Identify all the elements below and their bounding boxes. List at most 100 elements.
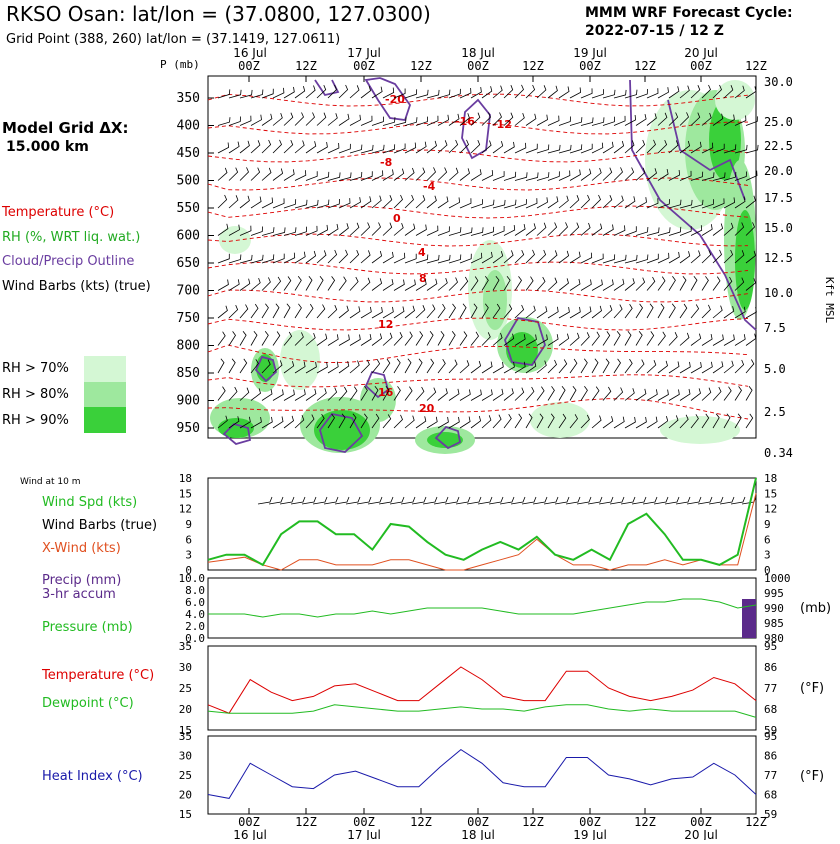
temperature-contour-label: -12 [492,118,512,131]
panel-frame [207,735,757,815]
wind-barb [470,303,478,319]
wind-barb [349,276,359,291]
wind-barb [250,114,262,126]
wind-barb [360,306,372,319]
wind-barb [536,222,547,236]
time-tick-label: 12Z [522,815,544,829]
wind-barb [514,413,523,429]
wind-barb [382,332,393,346]
wind-barb [492,199,506,209]
wind-barb [701,249,712,264]
wind-barb [283,360,295,374]
wind-barb [734,171,747,181]
wind-barb [547,359,557,374]
wind-barb [349,360,360,374]
wind-barb [690,275,698,291]
wind-barb [723,306,735,319]
wind-barb [404,305,415,319]
wind-barb [415,195,426,209]
wind-barb [558,222,568,236]
wind-barb [503,250,514,264]
temperature-tick-label: 20 [179,703,192,716]
wind-barb-10m [730,496,746,505]
rh-region [483,270,507,330]
wind-barb [745,86,757,99]
pressure-tick-label: 800 [177,339,200,354]
wind-barb [228,279,240,291]
wind-barb [734,306,746,319]
forecast-cycle-label: MMM WRF Forecast Cycle: [585,5,793,21]
wind-barb [668,86,680,99]
wind-barb [470,415,482,429]
wind-barb [701,199,714,209]
wind-barb [602,386,612,401]
pressure-unit: (mb) [800,601,831,616]
wind-barb [558,250,570,264]
wind-barb [690,141,702,154]
wind-barb [415,416,427,429]
pressure-axis-label: P (mb) [160,58,200,71]
wind-barb [525,84,536,99]
wind-barb [217,279,229,291]
wind-barb [261,113,273,126]
wind-barb [712,84,722,99]
wind-barb [217,167,228,181]
wind-barb [679,170,692,181]
wind-barb [349,413,357,429]
wind-barb [723,197,736,209]
wind-barb [646,360,657,374]
wind-barb [602,195,613,209]
wind-barb [668,112,679,126]
wind-barb [481,199,495,209]
wind-barb [679,199,693,209]
wind-barb [624,330,632,346]
wind-barb [580,88,593,99]
precip-tick-label: 4.0 [185,608,205,621]
height-tick-label: 0.34 [764,446,793,460]
wind-barb [360,222,371,236]
wind-barb [305,85,316,99]
wind-barb [514,142,527,154]
wind-barb [316,142,328,154]
wind-barb [360,413,368,429]
wind-barb [448,113,460,126]
wind-barb [305,199,319,209]
wind-barb [239,416,251,429]
wind-barb [657,87,669,99]
wind-barb [679,361,691,374]
wind-barb [602,254,616,264]
wind-barb [239,387,250,401]
wind-barb-10m [631,496,647,505]
wind-barb [404,167,415,181]
wind-barb [646,113,657,126]
wind-barb [217,386,226,401]
wind-barb [437,89,451,99]
wind-barb [426,225,439,236]
time-tick-label: 12Z [410,815,432,829]
wind-barb [327,334,339,346]
wind-barb [635,303,643,319]
wind-barb [437,330,445,346]
wind-barb [426,195,437,209]
wind-barb [393,88,406,99]
rh-region [530,402,590,438]
wind-barb [745,250,756,264]
wind-barb [415,254,429,264]
wind-barb [613,167,623,181]
wind-barb [338,276,347,291]
wind-barb [426,278,438,291]
wind-barb [448,303,456,319]
panel-frame [207,645,757,731]
wind-barb [701,387,712,401]
fahrenheit-tick-label: 95 [764,730,777,743]
wind-barb [712,172,726,181]
wind-barb [734,359,745,374]
wind-barb [371,385,379,401]
wind-barb [536,386,545,401]
wind-tick-label-right: 0 [764,564,771,577]
wind-barb [283,331,293,346]
wind-barb [580,332,590,346]
wind-barb [745,144,759,154]
wind-barb [283,199,297,209]
